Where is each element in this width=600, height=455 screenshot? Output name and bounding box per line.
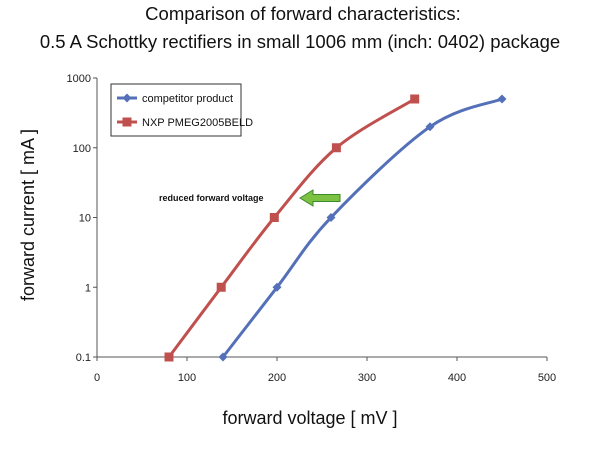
- y-tick-label: 1: [85, 282, 91, 294]
- series-0: [218, 94, 507, 362]
- series-line: [167, 97, 417, 359]
- chart-title-line-1: Comparison of forward characteristics:: [145, 3, 461, 24]
- x-tick-label: 300: [358, 372, 376, 384]
- data-point: [216, 282, 226, 292]
- x-tick-label: 400: [448, 372, 466, 384]
- y-axis-label: forward current [ mA ]: [18, 129, 38, 301]
- legend-marker: [122, 117, 132, 127]
- x-axis-label: forward voltage [ mV ]: [222, 408, 397, 428]
- y-tick-label: 10: [79, 213, 91, 225]
- legend-box: [110, 83, 242, 137]
- legend-label: competitor product: [142, 93, 233, 105]
- chart-title: Comparison of forward characteristics: 0…: [40, 3, 560, 52]
- y-tick-label: 1000: [67, 73, 91, 85]
- x-tick-label: 200: [268, 372, 286, 384]
- legend-marker: [122, 93, 132, 103]
- data-point: [425, 122, 435, 132]
- left-arrow-icon: [299, 189, 341, 207]
- data-point: [164, 352, 174, 362]
- x-tick-label: 100: [178, 372, 196, 384]
- legend-label: NXP PMEG2005BELD: [142, 117, 253, 129]
- data-point: [331, 143, 341, 153]
- annotation: reduced forward voltage: [159, 189, 341, 207]
- x-tick-label: 0: [94, 372, 100, 384]
- chart-title-line-2: 0.5 A Schottky rectifiers in small 1006 …: [40, 31, 560, 52]
- annotation-text: reduced forward voltage: [159, 193, 264, 203]
- data-point: [497, 94, 507, 104]
- x-tick-label: 500: [538, 372, 556, 384]
- y-tick-label: 0.1: [76, 352, 91, 364]
- legend: competitor product NXP PMEG2005BELD: [110, 83, 253, 137]
- y-ticks: 0.1 1 10 100 1000: [67, 73, 97, 364]
- y-tick-label: 100: [73, 143, 91, 155]
- series-1: [164, 94, 420, 362]
- data-point: [269, 213, 279, 222]
- series-layer: [164, 94, 507, 362]
- x-ticks: 0 100 200 300 400 500: [94, 357, 556, 384]
- data-point: [326, 213, 336, 222]
- data-point: [218, 352, 228, 362]
- data-point: [272, 282, 282, 292]
- data-point: [410, 94, 420, 104]
